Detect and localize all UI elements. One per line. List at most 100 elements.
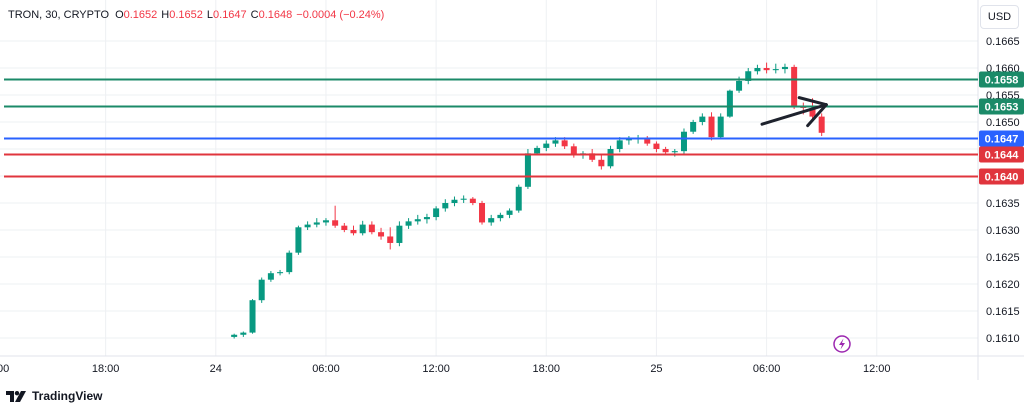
price-tick-label: 0.1620 [986, 279, 1020, 291]
price-level-label: 0.1640 [985, 172, 1019, 184]
candle-up [240, 332, 247, 335]
candle-up [680, 131, 687, 152]
time-tick-label: 12:00 [422, 363, 450, 375]
time-tick-label: 06:00 [753, 363, 781, 375]
candle-up [772, 69, 779, 71]
candle-down [644, 138, 651, 144]
candle-up [423, 217, 430, 220]
price-tick-label: 0.1615 [986, 306, 1020, 318]
candle-down [479, 203, 486, 223]
time-tick-label: 12:00 [0, 363, 9, 375]
price-tick-label: 0.1610 [986, 333, 1020, 345]
candle-up [451, 199, 458, 203]
candle-down [561, 140, 568, 147]
candle-down [332, 220, 339, 226]
candle-down [350, 230, 357, 234]
brand-name: TradingView [32, 389, 103, 403]
time-tick-label: 18:00 [533, 363, 561, 375]
candle-down [791, 66, 798, 107]
price-level-label: 0.1653 [985, 102, 1019, 114]
high-label: H [161, 9, 170, 21]
candle-up [690, 122, 697, 132]
low-value: 0.1647 [213, 9, 247, 21]
candle-up [405, 221, 412, 226]
time-tick-label: 12:00 [863, 363, 891, 375]
candle-up [616, 140, 623, 149]
symbol-title[interactable]: TRON, 30, CRYPTO [8, 9, 110, 21]
candle-down [598, 159, 605, 167]
candle-down [818, 116, 825, 133]
price-tick-label: 0.1630 [986, 225, 1020, 237]
candle-up [543, 143, 550, 148]
time-tick-label: 25 [650, 363, 662, 375]
candle-up [552, 140, 559, 144]
price-tick-label: 0.1650 [986, 117, 1020, 129]
price-level-badge [979, 71, 1024, 88]
candle-up [754, 68, 761, 72]
open-label: O [115, 9, 124, 21]
price-tick-label: 0.1635 [986, 198, 1020, 210]
candle-down [708, 116, 715, 138]
candle-up [414, 219, 421, 222]
price-level-label: 0.1647 [985, 134, 1019, 146]
candle-down [589, 153, 596, 160]
candle-up [717, 116, 724, 138]
tradingview-brand[interactable]: TradingView [6, 389, 102, 403]
open-value: 0.1652 [123, 9, 158, 21]
candle-up [497, 214, 504, 219]
arrow-stroke [806, 103, 828, 128]
candle-up [699, 116, 706, 122]
candle-up [671, 151, 678, 153]
price-tick-label: 0.1625 [986, 252, 1020, 264]
candle-down [341, 225, 348, 230]
price-level-badge [979, 98, 1024, 115]
arrow-stroke [797, 96, 828, 107]
candle-up [488, 218, 495, 223]
lightning-icon [839, 338, 845, 350]
symbol-legend: TRON, 30, CRYPTO O0.1652 H0.1652 L0.1647… [8, 9, 384, 21]
candle-up [267, 273, 274, 280]
candle-up [433, 208, 440, 218]
candle-down [809, 107, 816, 117]
trend-arrow[interactable] [760, 96, 828, 128]
candle-up [625, 139, 632, 141]
candle-up [515, 186, 522, 211]
candle-down [662, 149, 669, 153]
arrow-stroke [760, 103, 828, 126]
candle-up [322, 220, 329, 223]
candle-up [277, 272, 284, 274]
low-label: L [206, 9, 214, 21]
price-tick-label: 0.1665 [986, 36, 1020, 48]
time-tick-label: 24 [210, 363, 222, 375]
candle-up [249, 300, 256, 333]
price-level-label: 0.1644 [985, 150, 1020, 162]
candle-up [534, 147, 541, 154]
candle-up [396, 225, 403, 243]
candle-up [231, 334, 238, 337]
candle-down [570, 146, 577, 155]
price-level-badge [979, 146, 1024, 163]
candle-down [469, 198, 476, 203]
candle-up [313, 222, 320, 225]
close-value: 0.1648 [258, 9, 293, 21]
price-level-badge [979, 168, 1024, 185]
candle-up [736, 80, 743, 91]
candle-up [359, 224, 366, 234]
candle-down [378, 232, 385, 237]
time-tick-label: 18:00 [92, 363, 120, 375]
tradingview-logo-icon [6, 390, 26, 402]
candle-up [442, 203, 449, 209]
high-value: 0.1652 [169, 9, 203, 21]
candle-up [304, 224, 311, 228]
candle-down [387, 236, 394, 243]
candle-up [607, 149, 614, 167]
candle-up [781, 66, 788, 70]
candle-up [506, 210, 513, 215]
price-level-badge [979, 130, 1024, 147]
close-label: C [250, 9, 259, 21]
candle-down [653, 143, 660, 149]
currency-selector[interactable]: USD [980, 5, 1019, 29]
candle-up [524, 153, 531, 187]
